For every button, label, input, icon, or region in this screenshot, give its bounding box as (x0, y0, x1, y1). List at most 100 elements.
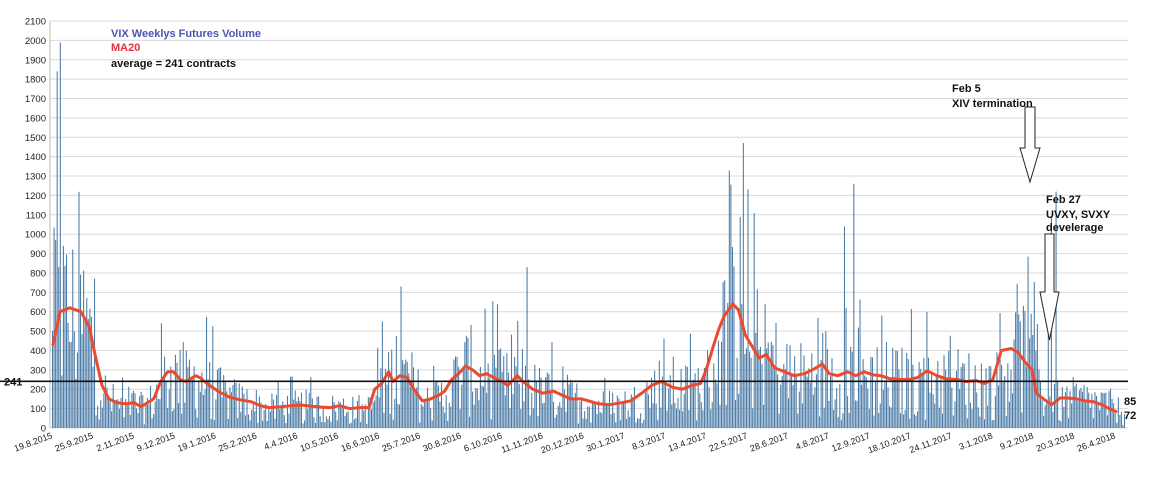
volume-bar (605, 403, 607, 428)
volume-bar (671, 404, 673, 428)
volume-bar (126, 402, 128, 428)
volume-bar (624, 391, 626, 428)
volume-bar (111, 411, 113, 428)
volume-bar (836, 387, 838, 428)
volume-bar (899, 413, 901, 428)
y-tick-label: 600 (30, 307, 46, 318)
volume-bar (238, 383, 240, 428)
volume-bar (571, 382, 573, 428)
volume-bar (945, 369, 947, 428)
y-tick-label: 0 (41, 424, 46, 435)
x-tick-label: 3.1.2018 (958, 430, 994, 451)
volume-bar (178, 403, 180, 428)
volume-bar (1013, 339, 1015, 428)
x-tick-label: 10.5.2016 (299, 430, 340, 453)
volume-bar (367, 397, 369, 428)
volume-bar (283, 415, 285, 428)
volume-bar (459, 409, 461, 428)
volume-bar (350, 422, 352, 428)
volume-bar (1025, 366, 1028, 428)
volume-bar (307, 409, 309, 428)
volume-bar (819, 416, 821, 428)
volume-bar (154, 401, 156, 428)
volume-bar (946, 379, 948, 428)
volume-bar (134, 393, 136, 428)
volume-bar (976, 392, 978, 428)
volume-bar (1001, 364, 1003, 428)
volume-bar (1046, 402, 1048, 428)
volume-bar (188, 359, 190, 428)
x-tick-label: 25.7.2016 (381, 430, 422, 453)
volume-bar (982, 380, 984, 428)
volume-bar (1018, 314, 1020, 428)
volume-bar (252, 404, 254, 428)
volume-bar (1036, 324, 1038, 428)
volume-bar (521, 348, 523, 428)
y-tick-label: 700 (30, 288, 46, 299)
volume-bar (739, 217, 741, 428)
volume-bar (714, 379, 716, 428)
volume-bar (885, 342, 887, 428)
volume-bar (1086, 386, 1088, 428)
volume-bar (717, 340, 719, 428)
volume-bar (548, 374, 550, 428)
volume-bar (965, 404, 967, 428)
volume-bar (451, 381, 453, 428)
volume-bar (960, 367, 962, 428)
volume-bar (528, 379, 530, 428)
volume-bar (98, 419, 100, 428)
volume-bar (72, 249, 74, 428)
volume-bar (747, 189, 749, 428)
volume-bar (840, 419, 842, 428)
volume-bar (255, 389, 257, 428)
volume-bar (674, 402, 676, 428)
volume-bar (707, 350, 709, 428)
volume-bar (1058, 420, 1060, 428)
volume-bar (1011, 393, 1014, 428)
volume-bar (344, 415, 346, 428)
volume-bar (58, 266, 60, 428)
volume-bar (316, 396, 318, 428)
volume-bar (901, 347, 903, 428)
volume-bar (1022, 305, 1024, 428)
volume-bar (635, 422, 637, 428)
volume-bar (668, 388, 670, 428)
volume-bar (67, 322, 69, 428)
volume-bar (940, 375, 942, 428)
volume-bar (814, 387, 816, 428)
volume-bar (381, 321, 383, 428)
volume-bar (171, 411, 173, 428)
volume-bar (1078, 390, 1080, 428)
volume-bar (932, 394, 934, 428)
volume-bar (282, 401, 284, 428)
volume-bar (181, 413, 183, 428)
volume-bar (959, 389, 961, 428)
volume-bar (884, 380, 886, 428)
volume-bar (187, 367, 189, 428)
volume-bar (644, 392, 646, 428)
volume-bar (783, 364, 785, 428)
volume-bar (321, 422, 323, 428)
volume-bar (423, 399, 425, 428)
volume-bar (476, 388, 478, 428)
volume-bar (325, 416, 327, 428)
volume-bar (980, 363, 982, 428)
volume-bar (223, 375, 225, 428)
volume-bar (843, 226, 845, 428)
volume-bar (784, 369, 786, 428)
volume-bar (104, 375, 106, 428)
volume-bar (892, 347, 894, 428)
volume-bar (394, 398, 396, 428)
volume-bar (419, 422, 421, 428)
volume-bar (332, 395, 334, 428)
volume-bar (70, 341, 72, 428)
volume-bar (831, 358, 833, 428)
volume-bar (87, 319, 89, 428)
volume-bar (254, 411, 256, 428)
volume-bar (576, 383, 578, 428)
y-tick-label: 1800 (25, 75, 46, 86)
volume-bar (220, 367, 222, 428)
volume-bar (993, 420, 995, 428)
volume-bar (364, 404, 366, 428)
volume-bar (201, 372, 203, 428)
